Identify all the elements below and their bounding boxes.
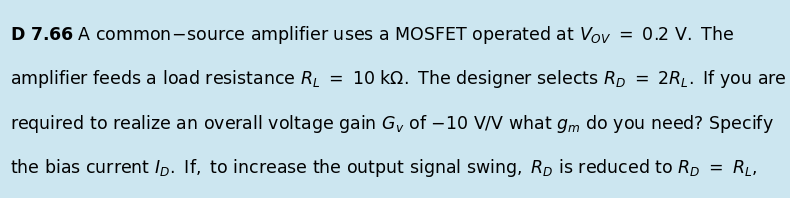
Text: $\rm{amplifier\ feeds\ a\ load\ resistance\ }$$R_L$$\rm{\ =\ 10\ k\Omega.\ The\ : $\rm{amplifier\ feeds\ a\ load\ resistan…: [10, 68, 787, 90]
Text: $\rm{the\ bias\ current\ }$$I_D$$\rm{.\ If,\ to\ increase\ the\ output\ signal\ : $\rm{the\ bias\ current\ }$$I_D$$\rm{.\ …: [10, 157, 758, 179]
Text: $\rm{required\ to\ realize\ an\ overall\ voltage\ gain\ }$$G_v$$\rm{\ of\ {-}10\: $\rm{required\ to\ realize\ an\ overall\…: [10, 113, 774, 135]
Text: $\mathbf{D\ 7.66}$ $\rm{A\ common\!-\!source\ amplifier\ uses\ a\ MOSFET\ operat: $\mathbf{D\ 7.66}$ $\rm{A\ common\!-\!so…: [10, 24, 735, 46]
